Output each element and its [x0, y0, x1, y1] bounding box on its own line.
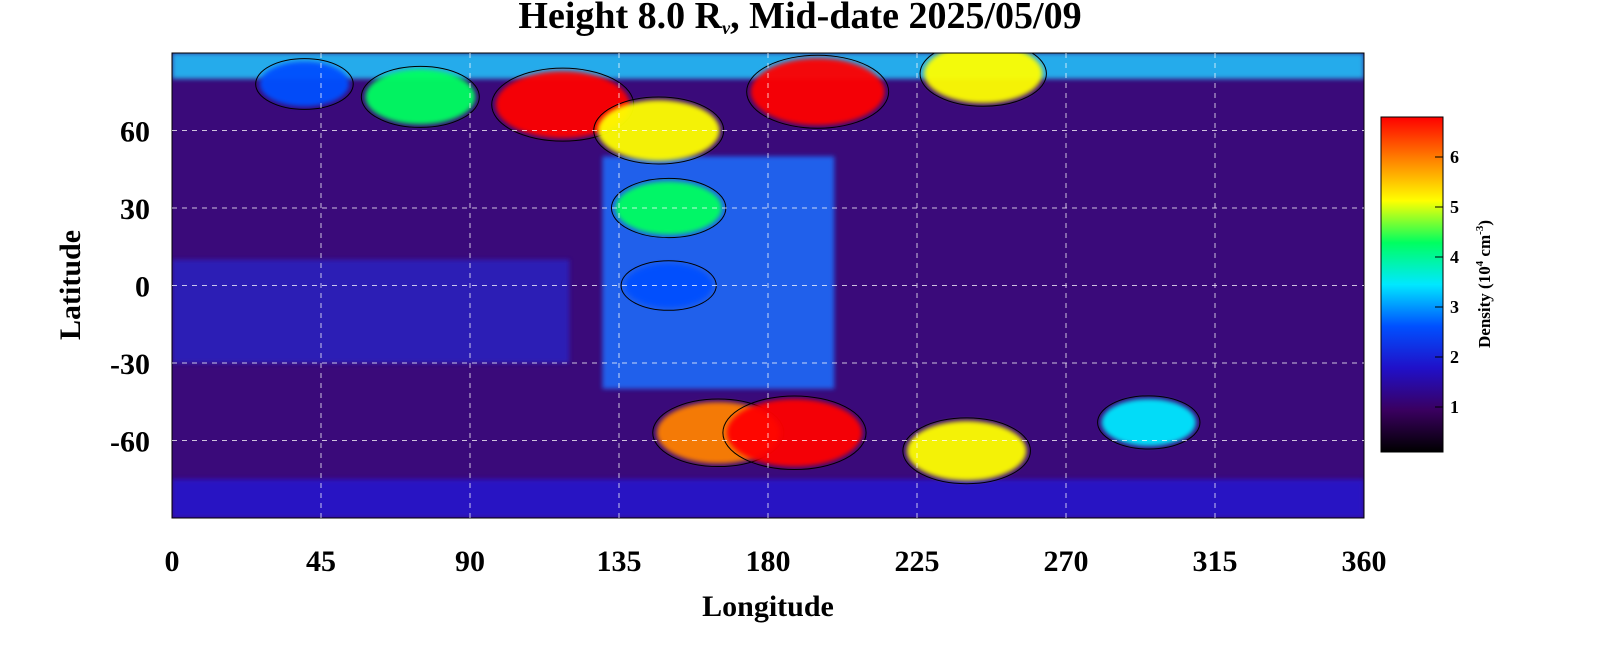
- x-tick-label: 360: [1342, 545, 1387, 578]
- colorbar-label: Density (104 cm-3): [1474, 220, 1494, 348]
- density-feature: [1101, 398, 1196, 447]
- contour-line: [919, 53, 1047, 107]
- y-axis-label: Latitude: [54, 230, 87, 340]
- field-band: [172, 259, 570, 363]
- contour-line: [360, 65, 480, 128]
- x-axis-label: Longitude: [702, 590, 834, 623]
- colorbar-tick-label: 5: [1450, 197, 1459, 217]
- x-tick-label: 45: [306, 545, 336, 578]
- y-tick-label: 60: [120, 116, 150, 149]
- x-tick-label: 315: [1193, 545, 1238, 578]
- y-tick-label: -60: [110, 426, 150, 459]
- y-tick-label: -30: [110, 348, 150, 381]
- contour-line: [255, 58, 354, 110]
- x-tick-label: 225: [895, 545, 940, 578]
- colorbar-tick-label: 4: [1450, 247, 1459, 267]
- grid-lines: [172, 53, 1364, 518]
- y-ticks: 60 30 0 -30 -60: [110, 116, 150, 459]
- y-tick-label: 0: [135, 271, 150, 304]
- x-tick-label: 135: [597, 545, 642, 578]
- density-feature: [750, 58, 885, 126]
- density-feature: [365, 69, 476, 125]
- colorbar-tick-label: 6: [1450, 147, 1459, 167]
- contour-line: [902, 417, 1031, 485]
- density-feature: [924, 53, 1043, 104]
- x-ticks: 0 45 90 135 180 225 270 315 360: [165, 545, 1387, 578]
- density-feature: [906, 420, 1027, 481]
- contour-line: [1097, 395, 1201, 450]
- density-feature: [625, 263, 713, 308]
- x-tick-label: 270: [1044, 545, 1089, 578]
- x-tick-label: 180: [746, 545, 791, 578]
- colorbar-tick-label: 3: [1450, 297, 1459, 317]
- x-tick-label: 0: [165, 545, 180, 578]
- contour-line: [746, 54, 890, 129]
- chart-title: Height 8.0 Rv, Mid-date 2025/05/09: [518, 0, 1082, 38]
- colorbar: [1380, 116, 1444, 453]
- density-feature: [615, 181, 722, 235]
- density-feature: [259, 61, 350, 107]
- colorbar-tick-label: 1: [1450, 397, 1459, 417]
- contour-line: [722, 395, 867, 471]
- density-feature: [726, 398, 863, 467]
- y-tick-label: 30: [120, 193, 150, 226]
- x-tick-label: 90: [455, 545, 485, 578]
- density-feature: [597, 100, 720, 161]
- colorbar-tick-label: 2: [1450, 347, 1459, 367]
- colorbar-ticks: 1 2 3 4 5 6: [1435, 147, 1459, 417]
